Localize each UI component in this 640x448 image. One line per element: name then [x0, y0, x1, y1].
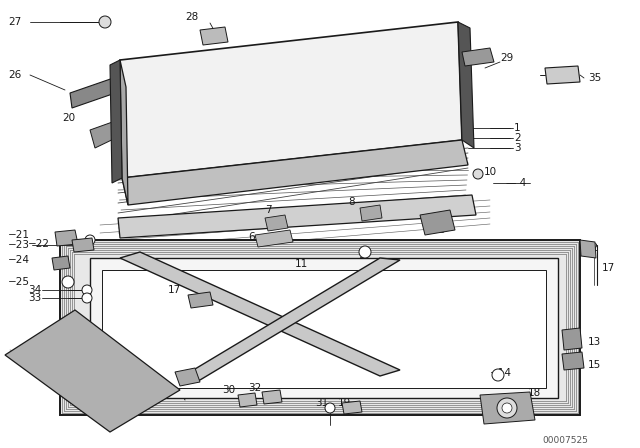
Circle shape — [492, 369, 504, 381]
Polygon shape — [180, 258, 400, 380]
Text: 2: 2 — [514, 133, 520, 143]
Text: 19: 19 — [338, 398, 351, 408]
Polygon shape — [545, 66, 580, 84]
Text: −23: −23 — [8, 240, 30, 250]
Text: 30: 30 — [222, 385, 235, 395]
Polygon shape — [462, 48, 494, 66]
Circle shape — [473, 169, 483, 179]
Polygon shape — [120, 22, 462, 178]
Polygon shape — [52, 256, 70, 270]
Text: 10: 10 — [484, 167, 497, 177]
Polygon shape — [122, 140, 468, 205]
Text: 34: 34 — [28, 285, 41, 295]
Text: −14: −14 — [490, 368, 512, 378]
Text: −22: −22 — [28, 239, 50, 249]
Circle shape — [85, 235, 95, 245]
Text: 1: 1 — [514, 123, 520, 133]
Text: −16: −16 — [152, 383, 174, 393]
Polygon shape — [255, 230, 293, 247]
Polygon shape — [265, 215, 288, 231]
Text: 17: 17 — [602, 263, 615, 273]
Text: 35: 35 — [588, 73, 601, 83]
Text: 7: 7 — [365, 207, 372, 217]
Text: 26: 26 — [8, 70, 21, 80]
Text: 28: 28 — [185, 12, 198, 22]
Text: 8: 8 — [348, 197, 355, 207]
Circle shape — [82, 293, 92, 303]
Text: 27: 27 — [8, 17, 21, 27]
Text: 5: 5 — [438, 225, 445, 235]
Text: 17: 17 — [168, 285, 181, 295]
Text: 12: 12 — [586, 243, 599, 253]
Text: −24: −24 — [8, 255, 30, 265]
Polygon shape — [102, 270, 546, 388]
Polygon shape — [458, 22, 474, 148]
Polygon shape — [360, 205, 382, 221]
Polygon shape — [262, 390, 282, 404]
Text: −25: −25 — [8, 277, 30, 287]
Circle shape — [359, 246, 371, 258]
Circle shape — [325, 403, 335, 413]
Polygon shape — [420, 210, 455, 235]
Polygon shape — [580, 240, 596, 258]
Polygon shape — [55, 230, 78, 246]
Circle shape — [82, 285, 92, 295]
Text: 6: 6 — [248, 232, 255, 242]
Polygon shape — [60, 240, 580, 415]
Text: 13: 13 — [588, 337, 601, 347]
Polygon shape — [188, 292, 213, 308]
Text: 7: 7 — [265, 205, 271, 215]
Text: 9: 9 — [358, 250, 365, 260]
Polygon shape — [238, 393, 257, 407]
Polygon shape — [562, 352, 584, 370]
Text: 29: 29 — [500, 53, 513, 63]
Circle shape — [502, 403, 512, 413]
Polygon shape — [200, 27, 228, 45]
Text: 18: 18 — [528, 388, 541, 398]
Text: −21: −21 — [8, 230, 30, 240]
Text: 00007525: 00007525 — [542, 435, 588, 444]
Polygon shape — [120, 60, 128, 205]
Polygon shape — [118, 195, 476, 238]
Polygon shape — [70, 75, 124, 108]
Circle shape — [497, 398, 517, 418]
Polygon shape — [110, 60, 122, 183]
Text: 3: 3 — [514, 143, 520, 153]
Polygon shape — [175, 368, 200, 386]
Circle shape — [99, 16, 111, 28]
Polygon shape — [72, 238, 94, 252]
Circle shape — [62, 276, 74, 288]
Text: — 4: — 4 — [506, 178, 526, 188]
Text: 11: 11 — [295, 259, 308, 269]
Text: 32: 32 — [248, 383, 261, 393]
Polygon shape — [90, 258, 558, 398]
Text: 31: 31 — [315, 398, 328, 408]
Polygon shape — [480, 392, 535, 424]
Polygon shape — [90, 120, 122, 148]
Text: 20: 20 — [62, 113, 75, 123]
Text: 15: 15 — [588, 360, 601, 370]
Polygon shape — [120, 252, 400, 376]
Polygon shape — [5, 310, 180, 432]
Text: 33: 33 — [28, 293, 41, 303]
Polygon shape — [562, 328, 582, 350]
Polygon shape — [342, 401, 362, 414]
